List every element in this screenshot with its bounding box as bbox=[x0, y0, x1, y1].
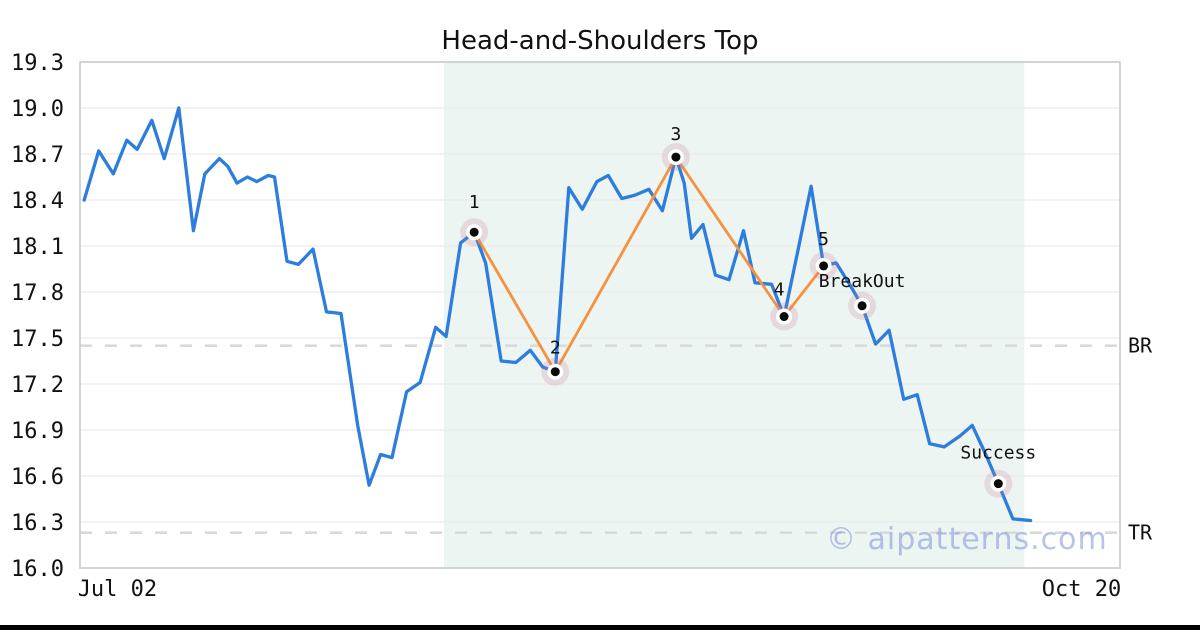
y-tick-label: 16.3 bbox=[11, 511, 64, 536]
level-label-br: BR bbox=[1128, 334, 1153, 358]
bottom-bar bbox=[0, 625, 1200, 630]
y-tick-label: 17.8 bbox=[11, 281, 64, 306]
point-dot-breakout bbox=[857, 301, 867, 311]
point-label-4: 4 bbox=[774, 280, 785, 301]
y-tick-label: 17.5 bbox=[11, 327, 64, 352]
point-dot-5 bbox=[819, 261, 829, 271]
point-dot-4 bbox=[779, 312, 789, 322]
point-dot-3 bbox=[671, 152, 681, 162]
point-label-breakout: BreakOut bbox=[819, 271, 906, 292]
x-tick-label: Oct 20 bbox=[1042, 577, 1121, 602]
y-tick-label: 16.9 bbox=[11, 419, 64, 444]
point-dot-2 bbox=[550, 367, 560, 377]
chart-title: Head-and-Shoulders Top bbox=[441, 26, 759, 56]
point-label-success: Success bbox=[960, 443, 1036, 464]
y-tick-label: 18.4 bbox=[11, 189, 64, 214]
x-tick-label: Jul 02 bbox=[78, 577, 157, 602]
point-label-5: 5 bbox=[818, 229, 829, 250]
level-label-tr: TR bbox=[1128, 521, 1153, 545]
y-tick-label: 16.6 bbox=[11, 465, 64, 490]
y-tick-label: 16.0 bbox=[11, 557, 64, 582]
y-tick-label: 18.1 bbox=[11, 235, 64, 260]
point-dot-1 bbox=[469, 227, 479, 237]
pattern-window-shade bbox=[444, 62, 1025, 568]
axes-spines bbox=[79, 61, 1121, 569]
point-label-3: 3 bbox=[670, 124, 681, 145]
y-tick-label: 18.7 bbox=[11, 143, 64, 168]
point-label-1: 1 bbox=[469, 192, 480, 213]
point-dot-success bbox=[993, 479, 1003, 489]
y-tick-label: 19.0 bbox=[11, 97, 64, 122]
y-tick-label: 17.2 bbox=[11, 373, 64, 398]
y-tick-label: 19.3 bbox=[11, 51, 64, 76]
point-label-2: 2 bbox=[550, 338, 561, 359]
